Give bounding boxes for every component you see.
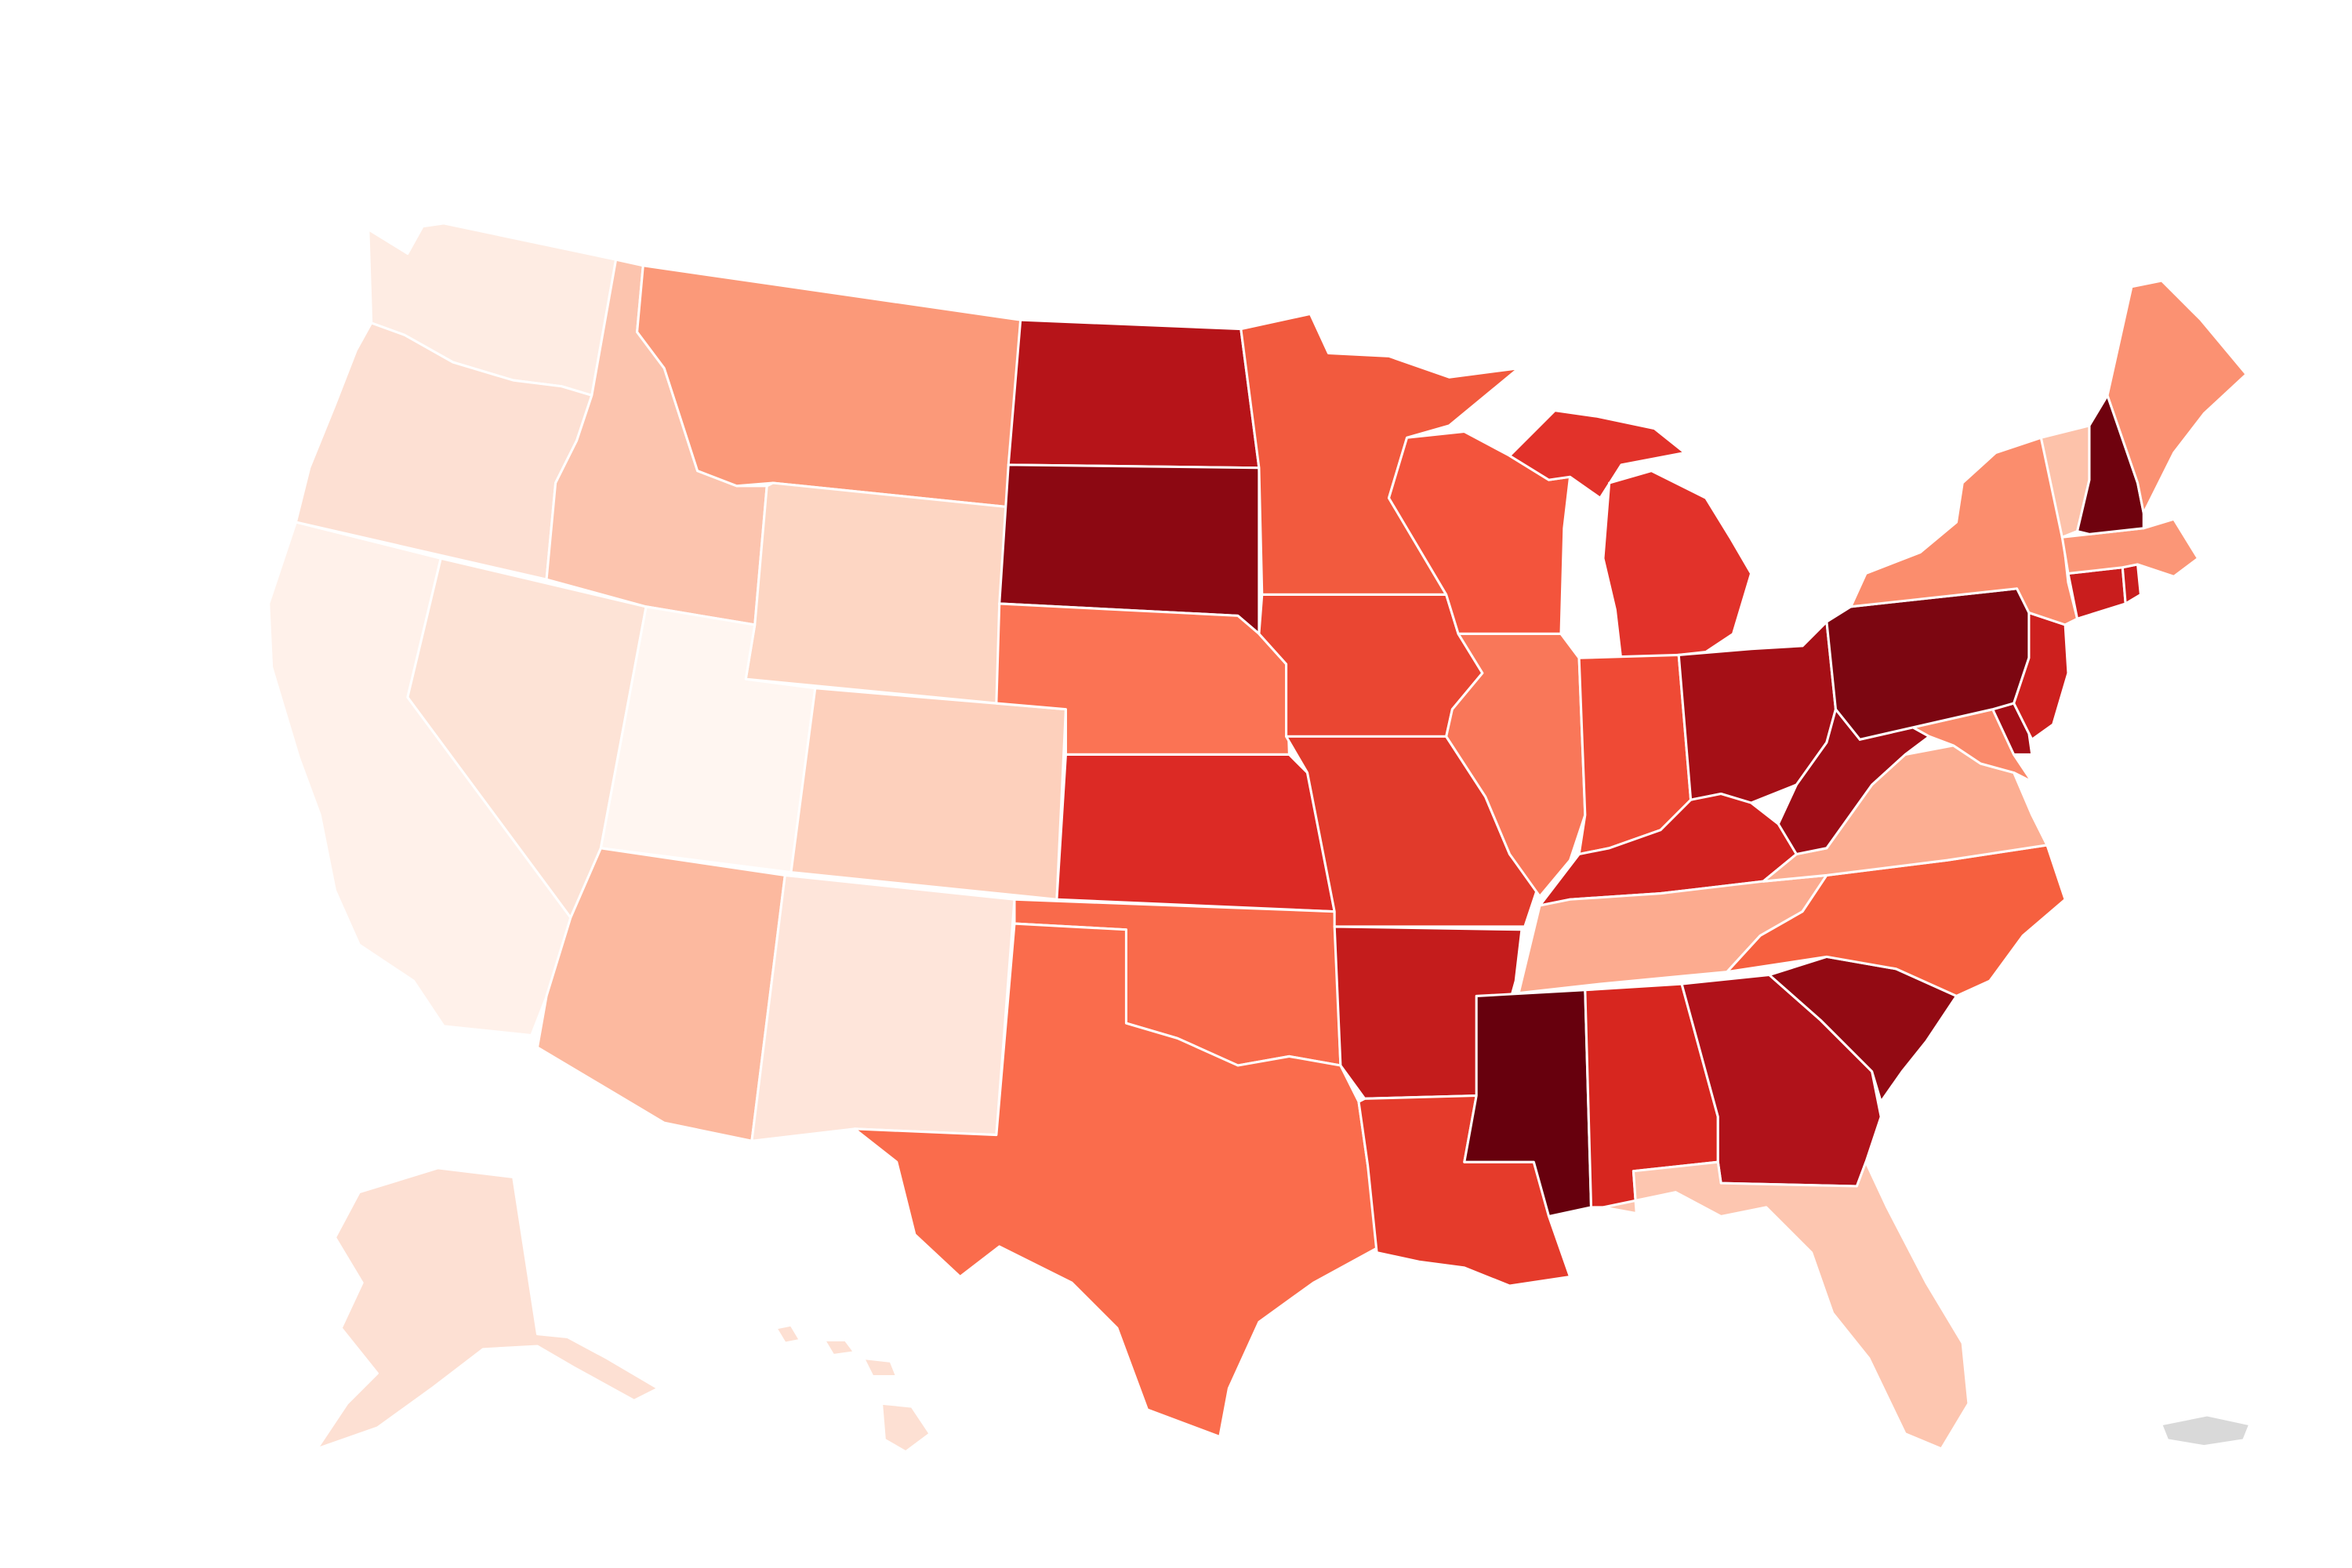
state-wyoming[interactable]: [744, 481, 1010, 705]
state-maine[interactable]: [2106, 279, 2248, 515]
state-michigan[interactable]: [1508, 409, 1753, 662]
state-texas[interactable]: [853, 922, 1381, 1439]
state-colorado[interactable]: [789, 687, 1067, 901]
state-new-mexico[interactable]: [750, 873, 1016, 1142]
state-rhode-island[interactable]: [2121, 563, 2142, 605]
state-illinois[interactable]: [1445, 632, 1587, 898]
state-new-jersey[interactable]: [2013, 611, 2070, 741]
inset-states: [315, 1167, 2251, 1454]
state-north-dakota[interactable]: [1007, 318, 1261, 470]
state-connecticut[interactable]: [2067, 566, 2127, 620]
territory-puerto-rico[interactable]: [2161, 1414, 2251, 1447]
state-florida[interactable]: [1602, 1160, 1970, 1450]
state-kansas[interactable]: [1055, 753, 1336, 913]
state-north-carolina[interactable]: [1726, 844, 2067, 997]
state-hawaii[interactable]: [775, 1323, 931, 1454]
contiguous-states: [267, 222, 2248, 1450]
state-iowa[interactable]: [1258, 593, 1484, 738]
state-wisconsin[interactable]: [1387, 430, 1572, 636]
state-alaska[interactable]: [315, 1167, 660, 1450]
